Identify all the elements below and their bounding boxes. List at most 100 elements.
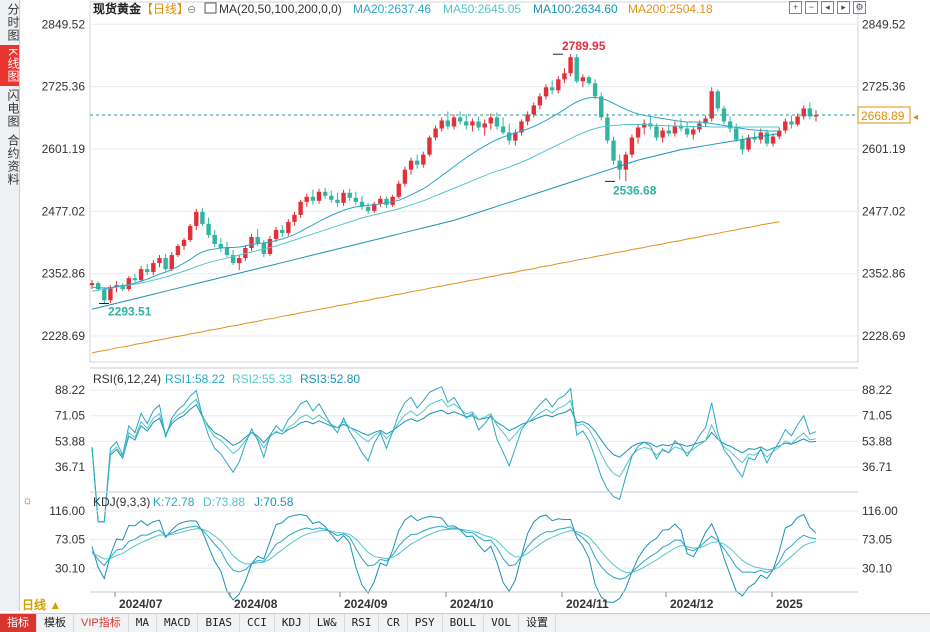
candle-63 [476, 121, 481, 128]
rsi-tick-right-3: 36.71 [862, 460, 892, 474]
candle-17 [194, 211, 199, 226]
kdj-d-value: D:73.88 [203, 495, 245, 509]
candle-107 [746, 137, 751, 150]
candle-47 [378, 198, 383, 204]
toolbar-item-2[interactable]: VIP指标 [74, 614, 129, 632]
toolbar-item-10[interactable]: CR [379, 614, 408, 632]
toolbar-item-0[interactable]: 指标 [0, 614, 37, 632]
candle-26 [249, 236, 254, 249]
candle-93 [660, 130, 665, 138]
candle-52 [408, 160, 414, 170]
candle-59 [451, 117, 457, 127]
candle-94 [666, 130, 671, 134]
candle-44 [359, 201, 365, 207]
last-price-box [857, 106, 911, 124]
toolbar-item-1[interactable]: 模板 [37, 614, 74, 632]
toolbar-item-5[interactable]: BIAS [198, 614, 240, 632]
candle-67 [500, 126, 506, 133]
ma50-line [91, 123, 780, 292]
settings-icon[interactable]: ⚙ [853, 1, 866, 14]
candle-105 [734, 128, 739, 140]
candle-74 [543, 87, 549, 97]
candle-62 [470, 121, 475, 126]
rsi1-line [91, 386, 817, 523]
rsi-tick-left-0: 88.22 [55, 383, 85, 397]
kdj-tick-left-1: 73.05 [55, 533, 85, 547]
candle-5 [120, 285, 125, 290]
candle-11 [157, 258, 162, 264]
high-annotation: 2789.95 [562, 39, 606, 53]
ma200-value: MA200:2504.18 [628, 2, 713, 16]
candle-87 [623, 154, 628, 170]
candle-88 [629, 137, 635, 155]
candle-68 [507, 132, 512, 141]
candle-22 [224, 248, 230, 256]
candle-58 [445, 120, 451, 127]
toolbar-item-3[interactable]: MA [129, 614, 157, 632]
x-tick-4: 2024/11 [566, 597, 609, 611]
toolbar-item-8[interactable]: LW& [310, 614, 345, 632]
side-tab-1[interactable]: K线图 [0, 45, 20, 87]
candle-15 [181, 239, 187, 246]
candle-66 [494, 117, 500, 127]
period-selector[interactable]: 日线 ▲ [22, 598, 62, 612]
candle-96 [678, 125, 684, 129]
candle-61 [464, 121, 469, 126]
x-tick-5: 2024/12 [670, 597, 714, 611]
candle-10 [151, 263, 156, 273]
ma20-line [91, 96, 780, 289]
arrow-left-icon[interactable]: ◂ [821, 1, 834, 14]
rsi2-value: RSI2:55.33 [232, 372, 292, 386]
candle-72 [531, 105, 536, 115]
candle-73 [537, 96, 543, 106]
ma200-line [91, 221, 780, 354]
candle-108 [752, 137, 757, 140]
candle-9 [145, 269, 150, 273]
candle-27 [255, 236, 260, 243]
candle-101 [709, 91, 714, 119]
candle-12 [163, 258, 168, 270]
candle-1 [95, 283, 101, 290]
rsi-tick-left-1: 71.05 [55, 409, 85, 423]
toolbar-item-14[interactable]: 设置 [519, 614, 556, 632]
kdj-tick-left-2: 30.10 [55, 561, 85, 575]
candle-118 [813, 114, 819, 117]
minus-icon[interactable]: − [805, 1, 818, 14]
rsi-tick-right-2: 53.88 [862, 434, 892, 448]
kdj-k-line [91, 525, 817, 580]
candle-115 [795, 116, 800, 125]
toolbar-item-11[interactable]: PSY [408, 614, 443, 632]
candle-80 [580, 77, 586, 82]
period-tag: 【日线】 [141, 2, 189, 16]
candle-40 [335, 199, 340, 203]
candle-81 [586, 77, 592, 84]
candle-97 [684, 128, 690, 135]
toolbar-item-6[interactable]: CCI [240, 614, 275, 632]
kdj-tick-right-2: 30.10 [862, 561, 892, 575]
side-tab-3[interactable]: 合约资料 [6, 134, 20, 187]
candle-90 [642, 123, 647, 128]
price-tick-left-5: 2228.69 [42, 329, 86, 343]
toolbar-item-9[interactable]: RSI [345, 614, 380, 632]
kdj-j-line [91, 513, 817, 603]
side-tab-0[interactable]: 分时图 [6, 3, 20, 42]
arrow-right-icon[interactable]: ▸ [837, 1, 850, 14]
toolbar-item-13[interactable]: VOL [484, 614, 519, 632]
candle-106 [740, 139, 745, 150]
candle-45 [365, 206, 371, 211]
x-tick-1: 2024/08 [234, 597, 278, 611]
toolbar-item-7[interactable]: KDJ [275, 614, 310, 632]
chart-title: 现货黄金 [93, 1, 142, 16]
side-tab-bar: 分时图 K线图闪电图合约资料 [0, 0, 20, 611]
last-price-arrow-icon: ◂ [913, 112, 918, 123]
plus-icon[interactable]: + [789, 1, 802, 14]
candle-43 [353, 197, 359, 202]
candle-86 [617, 160, 622, 170]
candle-0 [89, 283, 95, 286]
last-price-label: 2668.89 [861, 109, 905, 123]
side-tab-2[interactable]: 闪电图 [6, 89, 20, 129]
ma-label: MA(20,50,100,200,0,0) [219, 2, 342, 16]
toolbar-item-4[interactable]: MACD [157, 614, 199, 632]
toolbar-item-12[interactable]: BOLL [443, 614, 485, 632]
candle-113 [783, 121, 788, 131]
